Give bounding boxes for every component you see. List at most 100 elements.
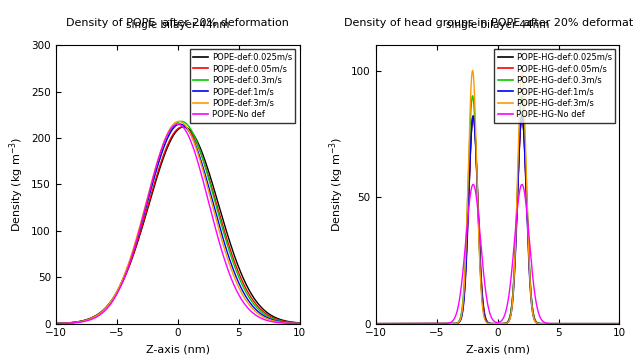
POPE-def:0.05m/s: [146, 199, 153, 204]
POPE-HG-No def: [585, 322, 592, 326]
POPE-HG-def:1m/s: [414, 322, 422, 326]
POPE-No def: [52, 321, 60, 326]
POPE-HG-def:0.3m/s: [585, 322, 592, 326]
POPE-HG-def:0.3m/s: [465, 151, 473, 155]
POPE-def:0.3m/s: [265, 315, 272, 319]
POPE-No def: [156, 152, 163, 157]
POPE-HG-def:1m/s: [399, 322, 407, 326]
POPE-HG-def:0.3m/s: [476, 258, 484, 263]
POPE-def:0.05m/s: [52, 321, 60, 326]
POPE-HG-No def: [414, 322, 422, 326]
POPE-HG-def:0.025m/s: [611, 322, 618, 326]
POPE-HG-def:0.3m/s: [469, 93, 477, 98]
POPE-HG-def:0.05m/s: [414, 322, 422, 326]
POPE-def:0.3m/s: [296, 321, 303, 325]
Title: Density of POPE  after 20% deformation: Density of POPE after 20% deformation: [66, 18, 289, 28]
POPE-HG-def:1m/s: [465, 186, 473, 190]
POPE-HG-def:0.05m/s: [585, 322, 592, 326]
POPE-def:1m/s: [156, 156, 163, 161]
POPE-HG-def:0.3m/s: [399, 322, 407, 326]
POPE-def:0.3m/s: [291, 321, 299, 325]
POPE-HG-def:0.025m/s: [470, 114, 477, 118]
Line: POPE-HG-def:0.05m/s: POPE-HG-def:0.05m/s: [375, 116, 620, 324]
POPE-HG-def:1m/s: [470, 114, 477, 118]
POPE-def:0.025m/s: [296, 321, 303, 325]
POPE-def:0.025m/s: [265, 312, 272, 316]
Line: POPE-def:1m/s: POPE-def:1m/s: [56, 124, 299, 323]
POPE-HG-No def: [470, 182, 477, 187]
POPE-def:0.05m/s: [80, 318, 87, 323]
POPE-def:0.025m/s: [146, 201, 153, 206]
POPE-HG-def:3m/s: [616, 322, 624, 326]
POPE-def:0.025m/s: [94, 312, 102, 317]
POPE-HG-def:0.025m/s: [585, 322, 592, 326]
POPE-def:3m/s: [175, 119, 183, 123]
POPE-def:0.3m/s: [94, 312, 102, 317]
POPE-HG-def:1m/s: [616, 322, 624, 326]
POPE-def:1m/s: [176, 122, 184, 126]
Line: POPE-HG-def:3m/s: POPE-HG-def:3m/s: [375, 70, 620, 324]
Line: POPE-def:0.025m/s: POPE-def:0.025m/s: [56, 127, 299, 323]
POPE-HG-No def: [372, 322, 379, 326]
X-axis label: Z-axis (nm): Z-axis (nm): [146, 344, 210, 354]
Line: POPE-HG-def:0.025m/s: POPE-HG-def:0.025m/s: [375, 116, 620, 324]
POPE-HG-def:0.05m/s: [399, 322, 407, 326]
POPE-HG-No def: [465, 202, 473, 206]
Title: Density of head groups in POPE after 20% deformation: Density of head groups in POPE after 20%…: [344, 18, 633, 28]
Legend: POPE-HG-def:0.025m/s, POPE-HG-def:0.05m/s, POPE-HG-def:0.3m/s, POPE-HG-def:1m/s,: POPE-HG-def:0.025m/s, POPE-HG-def:0.05m/…: [494, 49, 615, 122]
POPE-def:0.025m/s: [180, 125, 187, 129]
POPE-HG-No def: [616, 322, 624, 326]
POPE-def:3m/s: [52, 321, 60, 326]
POPE-def:0.05m/s: [94, 312, 102, 317]
Line: POPE-HG-def:1m/s: POPE-HG-def:1m/s: [375, 116, 620, 324]
POPE-HG-def:3m/s: [372, 322, 379, 326]
POPE-HG-def:0.3m/s: [616, 322, 624, 326]
Line: POPE-HG-No def: POPE-HG-No def: [375, 184, 620, 324]
POPE-def:3m/s: [265, 317, 272, 322]
POPE-def:1m/s: [94, 313, 102, 317]
POPE-HG-def:0.05m/s: [611, 322, 618, 326]
POPE-HG-def:0.025m/s: [616, 322, 624, 326]
Legend: POPE-def:0.025m/s, POPE-def:0.05m/s, POPE-def:0.3m/s, POPE-def:1m/s, POPE-def:3m: POPE-def:0.025m/s, POPE-def:0.05m/s, POP…: [190, 49, 296, 122]
POPE-def:0.025m/s: [52, 321, 60, 326]
POPE-def:0.3m/s: [80, 319, 87, 323]
Text: single bilayer-44nm: single bilayer-44nm: [126, 20, 229, 30]
Line: POPE-def:3m/s: POPE-def:3m/s: [56, 121, 299, 323]
POPE-def:1m/s: [146, 193, 153, 197]
POPE-def:3m/s: [80, 319, 87, 323]
POPE-HG-def:0.025m/s: [399, 322, 407, 326]
POPE-HG-def:0.3m/s: [611, 322, 618, 326]
POPE-def:0.05m/s: [179, 125, 186, 129]
POPE-No def: [174, 122, 182, 126]
POPE-HG-def:0.025m/s: [476, 247, 484, 251]
POPE-HG-def:0.05m/s: [372, 322, 379, 326]
POPE-def:3m/s: [94, 313, 102, 317]
POPE-HG-def:1m/s: [585, 322, 592, 326]
POPE-No def: [291, 321, 299, 326]
Y-axis label: Density (kg m$^{-3}$): Density (kg m$^{-3}$): [7, 137, 25, 232]
POPE-def:3m/s: [146, 189, 153, 193]
POPE-HG-No def: [399, 322, 407, 326]
POPE-HG-def:3m/s: [611, 322, 618, 326]
POPE-def:0.025m/s: [291, 320, 299, 325]
POPE-HG-def:0.05m/s: [476, 251, 484, 255]
Line: POPE-No def: POPE-No def: [56, 124, 299, 323]
POPE-No def: [80, 319, 87, 324]
POPE-HG-No def: [476, 229, 484, 233]
X-axis label: Z-axis (nm): Z-axis (nm): [465, 344, 530, 354]
POPE-def:0.025m/s: [80, 318, 87, 323]
POPE-HG-def:1m/s: [372, 322, 379, 326]
POPE-def:1m/s: [296, 321, 303, 326]
Line: POPE-HG-def:0.3m/s: POPE-HG-def:0.3m/s: [375, 96, 620, 324]
POPE-def:0.3m/s: [156, 157, 163, 161]
POPE-No def: [94, 314, 102, 318]
POPE-HG-def:0.025m/s: [372, 322, 379, 326]
POPE-HG-def:0.3m/s: [414, 322, 422, 326]
POPE-def:3m/s: [296, 321, 303, 326]
Text: single bilayer-44nm: single bilayer-44nm: [446, 20, 549, 30]
POPE-HG-def:1m/s: [611, 322, 618, 326]
POPE-HG-def:3m/s: [465, 138, 473, 142]
POPE-HG-def:0.05m/s: [470, 114, 477, 118]
POPE-No def: [265, 319, 272, 323]
POPE-HG-def:0.05m/s: [616, 322, 624, 326]
